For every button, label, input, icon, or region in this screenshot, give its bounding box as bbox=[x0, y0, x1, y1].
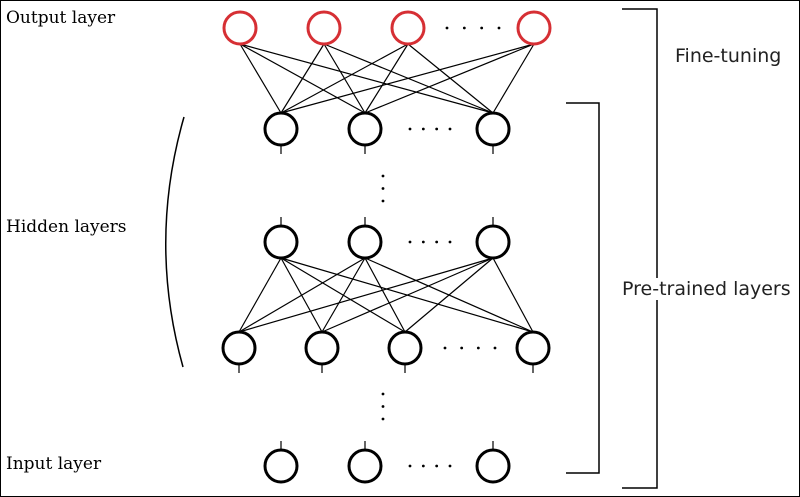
connection-line bbox=[239, 43, 494, 114]
horizontal-ellipsis-dot bbox=[493, 346, 497, 350]
horizontal-ellipsis-dot bbox=[421, 464, 425, 468]
connection-line bbox=[364, 43, 409, 114]
horizontal-ellipsis-dot bbox=[408, 127, 412, 131]
pre-trained-bracket bbox=[566, 102, 600, 474]
input-neuron bbox=[263, 448, 299, 484]
vertical-ellipsis-dot bbox=[381, 187, 385, 190]
horizontal-ellipsis-dot bbox=[443, 346, 447, 350]
hidden-neuron bbox=[304, 330, 340, 366]
connections bbox=[238, 43, 535, 333]
connection-line bbox=[239, 43, 282, 114]
horizontal-ellipsis-dot bbox=[435, 240, 439, 244]
hidden-neuron bbox=[221, 330, 257, 366]
horizontal-ellipsis-dot bbox=[445, 26, 449, 30]
fine-tuning-bracket bbox=[622, 8, 658, 489]
connection-line bbox=[321, 257, 494, 333]
output-neuron bbox=[390, 10, 426, 46]
hidden-neuron bbox=[347, 111, 383, 147]
horizontal-ellipsis-dot bbox=[462, 26, 466, 30]
ellipses bbox=[381, 26, 501, 468]
connection-line bbox=[492, 43, 535, 114]
vertical-ellipsis-dot bbox=[381, 199, 385, 203]
neurons bbox=[221, 10, 552, 484]
connection-line bbox=[280, 43, 409, 114]
hidden-neuron bbox=[475, 224, 511, 260]
connection-line bbox=[280, 43, 535, 114]
horizontal-ellipsis-dot bbox=[480, 26, 484, 30]
hidden-layers-parenthesis bbox=[165, 116, 185, 368]
horizontal-ellipsis-dot bbox=[448, 240, 452, 244]
connection-line bbox=[238, 257, 366, 333]
input-layer-label: Input layer bbox=[6, 454, 102, 474]
hidden-neuron bbox=[347, 224, 383, 260]
hidden-neuron bbox=[387, 330, 423, 366]
horizontal-ellipsis-dot bbox=[476, 346, 480, 350]
connection-line bbox=[364, 43, 535, 114]
output-neuron bbox=[306, 10, 342, 46]
connection-line bbox=[404, 257, 494, 333]
horizontal-ellipsis-dot bbox=[448, 464, 452, 468]
output-neuron bbox=[516, 10, 552, 46]
connection-line bbox=[492, 257, 534, 333]
connection-line bbox=[238, 257, 282, 333]
horizontal-ellipsis-dot bbox=[421, 240, 425, 244]
horizontal-ellipsis-dot bbox=[408, 240, 412, 244]
horizontal-ellipsis-dot bbox=[435, 127, 439, 131]
vertical-ellipsis-dot bbox=[381, 392, 385, 396]
horizontal-ellipsis-dot bbox=[435, 464, 439, 468]
horizontal-ellipsis-dot bbox=[460, 346, 464, 350]
pre-trained-layers-label: Pre-trained layers bbox=[620, 278, 793, 300]
horizontal-ellipsis-dot bbox=[408, 464, 412, 468]
input-neuron bbox=[475, 448, 511, 484]
hidden-neuron bbox=[515, 330, 551, 366]
horizontal-ellipsis-dot bbox=[421, 127, 425, 131]
hidden-neuron bbox=[263, 111, 299, 147]
hidden-neuron bbox=[475, 111, 511, 147]
vertical-ellipsis-dot bbox=[381, 405, 385, 408]
hidden-layers-label: Hidden layers bbox=[6, 217, 127, 237]
connection-line bbox=[238, 257, 494, 333]
vertical-ellipsis-dot bbox=[381, 417, 385, 421]
connection-line bbox=[364, 257, 406, 333]
horizontal-ellipsis-dot bbox=[448, 127, 452, 131]
output-layer-label: Output layer bbox=[6, 8, 116, 28]
fine-tuning-label: Fine-tuning bbox=[673, 45, 784, 67]
horizontal-ellipsis-dot bbox=[497, 26, 501, 30]
connection-line bbox=[321, 257, 366, 333]
output-neuron bbox=[222, 10, 258, 46]
connection-line bbox=[280, 43, 325, 114]
hidden-neuron bbox=[263, 224, 299, 260]
input-neuron bbox=[347, 448, 383, 484]
vertical-ellipsis-dot bbox=[381, 174, 385, 178]
